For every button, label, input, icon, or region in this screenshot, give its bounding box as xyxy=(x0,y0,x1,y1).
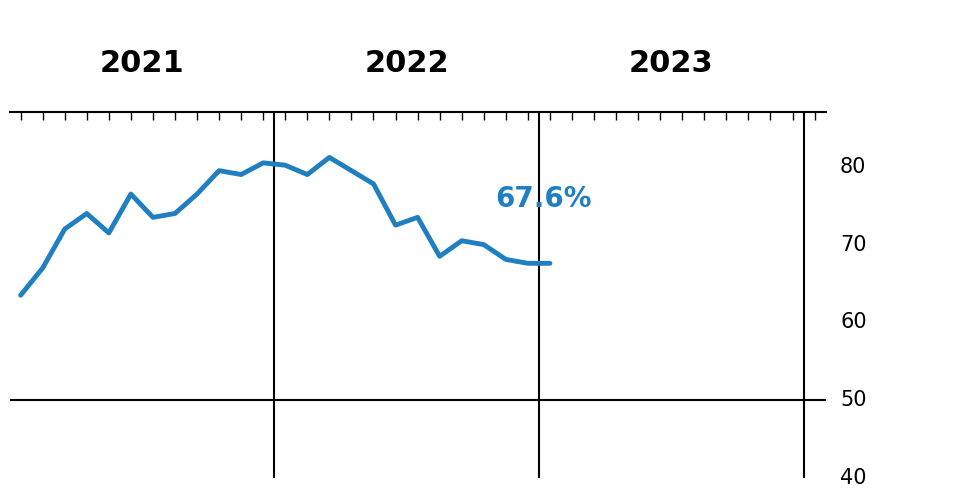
Text: 2023: 2023 xyxy=(629,49,713,78)
Text: 80: 80 xyxy=(840,157,866,177)
Text: 67.6%: 67.6% xyxy=(494,185,591,213)
Text: 2021: 2021 xyxy=(100,49,184,78)
Text: 50: 50 xyxy=(840,390,867,410)
Text: 2022: 2022 xyxy=(364,49,449,78)
Text: 40: 40 xyxy=(840,468,867,488)
Text: 70: 70 xyxy=(840,235,867,255)
Text: 60: 60 xyxy=(840,312,867,332)
